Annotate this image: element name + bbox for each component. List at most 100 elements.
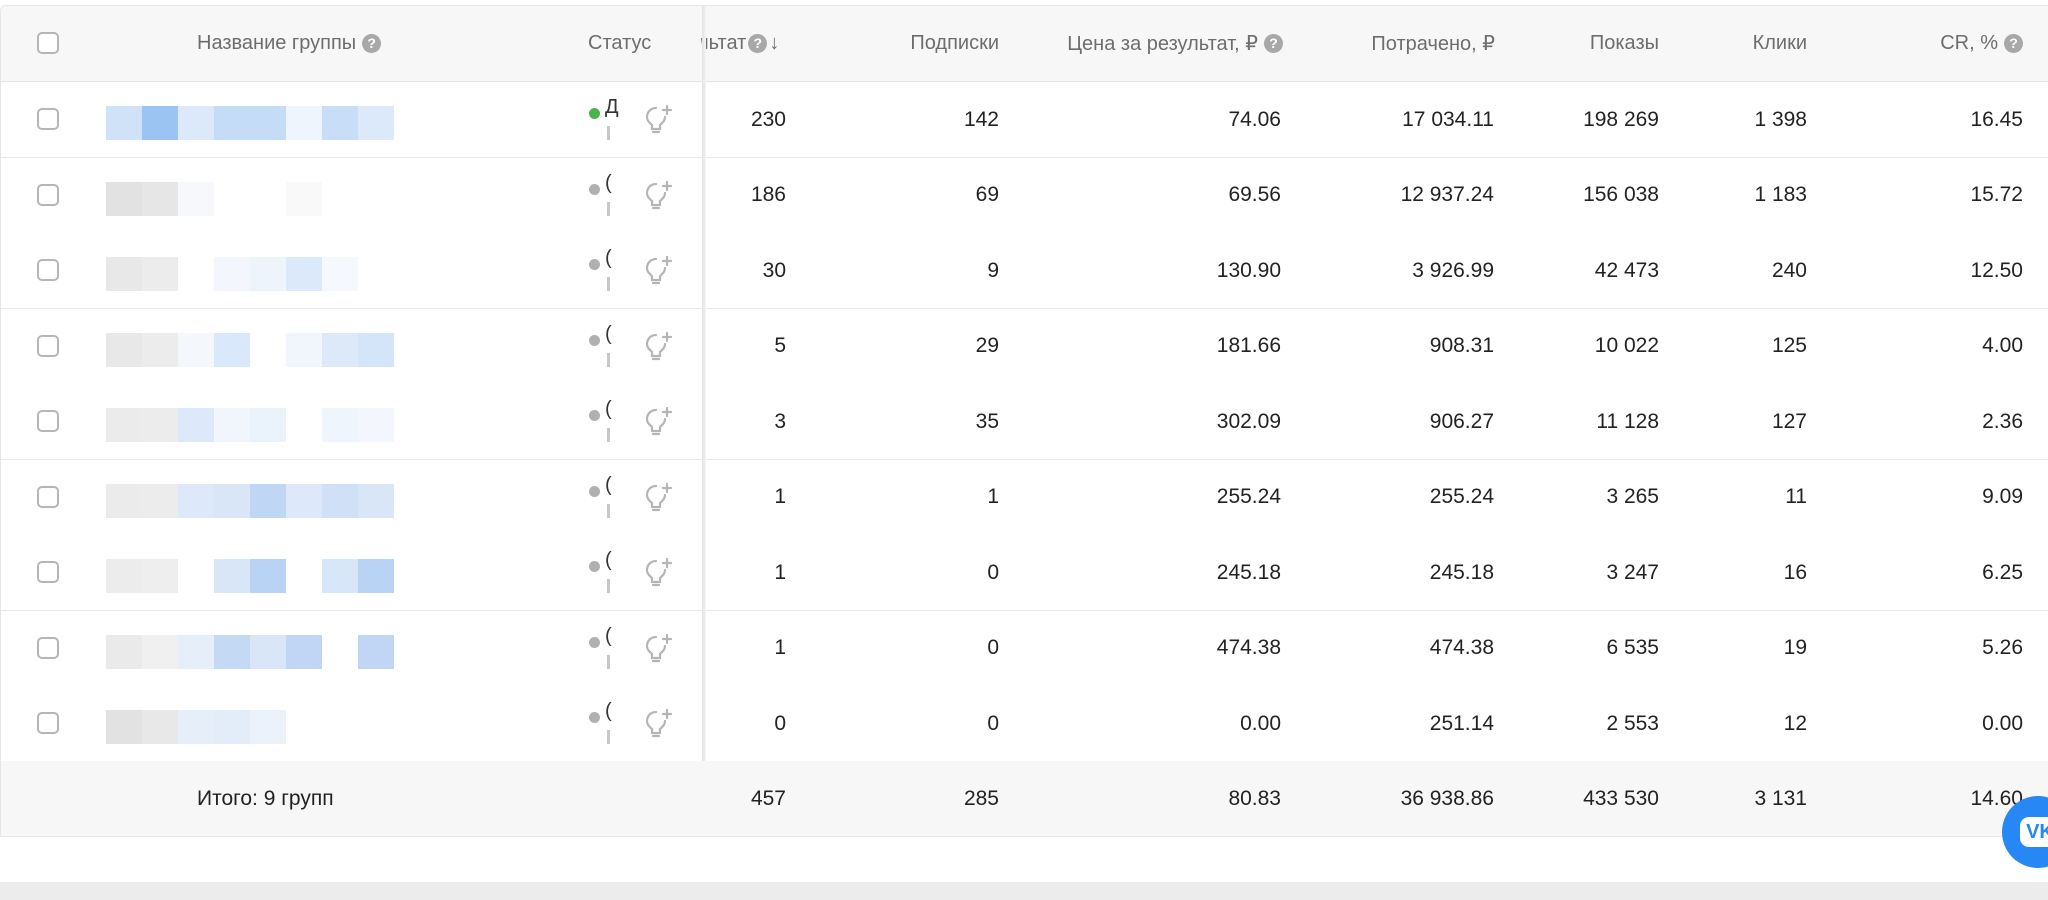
cell-clicks: 12 — [1783, 711, 1807, 735]
help-icon[interactable]: ? — [748, 34, 768, 53]
header-clicks[interactable]: Клики — [1752, 32, 1807, 54]
cell-spent: 17 034.11 — [1402, 107, 1494, 131]
recommendation-bulb-icon[interactable] — [643, 406, 673, 438]
table-row[interactable]: Д 230 142 74.06 17 034.11 198 269 1 398 16.45 — [1, 82, 2048, 158]
cell-price: 181.66 — [1216, 334, 1281, 357]
cell-result: 3 — [774, 409, 786, 433]
cell-price: 0.00 — [1240, 711, 1281, 735]
group-name-redacted[interactable] — [106, 257, 394, 291]
status-subtext — [607, 352, 610, 367]
table-row[interactable]: (1 0 474.38 474.38 6 535 19 5.26 — [1, 610, 2048, 687]
row-checkbox[interactable] — [37, 334, 59, 357]
sort-desc-icon[interactable]: ↓ — [769, 32, 780, 54]
header-result[interactable]: льтат ? ↓ — [701, 32, 780, 54]
total-spent: 36 938.86 — [1400, 786, 1494, 810]
total-price: 80.83 — [1228, 786, 1281, 810]
recommendation-bulb-icon[interactable] — [643, 482, 673, 514]
group-name-redacted[interactable] — [106, 483, 394, 518]
status-subtext — [607, 730, 610, 744]
header-status[interactable]: Статус — [588, 32, 652, 54]
cell-clicks: 1 183 — [1754, 183, 1807, 206]
status-indicator — [589, 561, 600, 572]
status-subtext — [607, 126, 610, 140]
status-indicator — [589, 334, 600, 346]
cell-cr: 4.00 — [1982, 334, 2023, 357]
group-name-redacted[interactable] — [106, 106, 394, 140]
cell-cr: 15.72 — [1970, 183, 2023, 206]
status-indicator — [589, 108, 600, 119]
cell-subscriptions: 0 — [987, 560, 999, 584]
recommendation-bulb-icon[interactable] — [643, 180, 673, 212]
cell-price: 245.18 — [1216, 560, 1281, 584]
cell-impressions: 10 022 — [1594, 334, 1659, 357]
group-name-redacted[interactable] — [106, 710, 394, 744]
cell-result: 5 — [774, 334, 786, 357]
status-subtext — [607, 654, 610, 669]
cell-cr: 0.00 — [1982, 711, 2023, 735]
status-subtext — [607, 277, 610, 291]
row-checkbox[interactable] — [37, 485, 59, 508]
table-row[interactable]: (1 0 245.18 245.18 3 247 16 6.25 — [1, 535, 2048, 611]
header-price-per-result[interactable]: Цена за результат, ₽ ? — [1041, 6, 1283, 81]
header-subscriptions[interactable]: Подписки — [910, 32, 999, 54]
table-row[interactable]: (186 69 69.56 12 937.24 156 038 1 183 15.72 — [1, 157, 2048, 234]
cell-cr: 12.50 — [1970, 258, 2023, 282]
cell-impressions: 6 535 — [1606, 636, 1659, 659]
cell-impressions: 3 247 — [1606, 560, 1659, 584]
status-indicator — [589, 636, 600, 648]
cell-result: 1 — [774, 560, 786, 584]
help-icon[interactable]: ? — [2004, 34, 2023, 53]
recommendation-bulb-icon[interactable] — [643, 633, 673, 665]
header-name[interactable]: Название группы ? — [197, 6, 382, 81]
cell-impressions: 156 038 — [1583, 183, 1659, 206]
cell-clicks: 19 — [1783, 636, 1807, 659]
status-indicator — [589, 259, 600, 270]
cell-subscriptions: 9 — [987, 258, 999, 282]
sticky-column-shadow — [702, 6, 706, 761]
cell-impressions: 42 473 — [1594, 258, 1659, 282]
status-text: ( — [605, 700, 612, 722]
help-icon[interactable]: ? — [362, 34, 382, 53]
group-name-redacted[interactable] — [106, 559, 394, 593]
status-indicator — [589, 410, 600, 421]
cell-subscriptions: 35 — [975, 409, 999, 433]
cell-subscriptions: 0 — [987, 711, 999, 735]
table-row[interactable]: (0 0 0.00 251.14 2 553 12 0.00 — [1, 686, 2048, 762]
status-text: ( — [605, 473, 612, 496]
table-footer-total: Итого: 9 групп 457 285 80.83 36 938.86 4… — [1, 761, 2048, 837]
group-name-redacted[interactable] — [106, 634, 394, 669]
row-checkbox[interactable] — [37, 259, 59, 281]
select-all-checkbox[interactable] — [37, 32, 59, 54]
recommendation-bulb-icon[interactable] — [643, 331, 673, 363]
cell-spent: 12 937.24 — [1400, 183, 1494, 206]
row-checkbox[interactable] — [37, 636, 59, 659]
recommendation-bulb-icon[interactable] — [643, 255, 673, 287]
horizontal-scrollbar[interactable] — [0, 882, 2048, 900]
cell-clicks: 125 — [1771, 334, 1807, 357]
row-checkbox[interactable] — [37, 561, 59, 583]
header-cr[interactable]: CR, % ? — [1841, 6, 2023, 81]
row-checkbox[interactable] — [37, 108, 59, 130]
row-checkbox[interactable] — [37, 712, 59, 734]
header-spent[interactable]: Потрачено, ₽ — [1371, 33, 1495, 55]
table-row[interactable]: (3 35 302.09 906.27 11 128 127 2.36 — [1, 384, 2048, 460]
table-row[interactable]: (1 1 255.24 255.24 3 265 11 9.09 — [1, 459, 2048, 536]
vk-logo-icon: VK — [2020, 817, 2048, 847]
cell-cr: 2.36 — [1982, 409, 2023, 433]
header-impressions[interactable]: Показы — [1589, 32, 1659, 54]
help-icon[interactable]: ? — [1264, 34, 1283, 53]
row-checkbox[interactable] — [37, 410, 59, 432]
group-name-redacted[interactable] — [106, 332, 394, 367]
cell-result: 186 — [750, 183, 786, 206]
cell-result: 1 — [774, 636, 786, 659]
group-name-redacted[interactable] — [106, 181, 394, 216]
group-name-redacted[interactable] — [106, 408, 394, 442]
cell-spent: 255.24 — [1429, 485, 1494, 508]
row-checkbox[interactable] — [37, 183, 59, 206]
cell-subscriptions: 142 — [963, 107, 999, 131]
recommendation-bulb-icon[interactable] — [643, 104, 673, 136]
table-row[interactable]: (5 29 181.66 908.31 10 022 125 4.00 — [1, 308, 2048, 385]
recommendation-bulb-icon[interactable] — [643, 708, 673, 740]
table-row[interactable]: (30 9 130.90 3 926.99 42 473 240 12.50 — [1, 233, 2048, 309]
recommendation-bulb-icon[interactable] — [643, 557, 673, 589]
